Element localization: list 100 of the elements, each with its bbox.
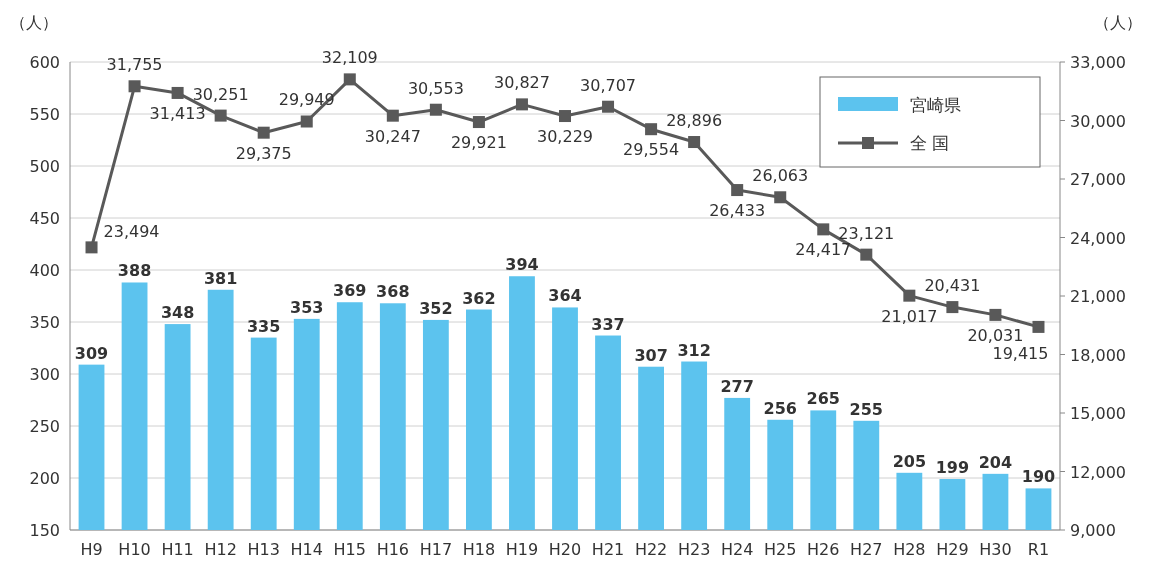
data-label: 30,247 [364,126,421,146]
data-label: 348 [160,303,195,323]
data-label: 277 [720,376,754,396]
data-label: 190 [1021,467,1056,487]
data-label: 29,554 [623,140,680,160]
point [946,301,959,314]
data-label: 362 [462,288,496,308]
data-label: 312 [677,340,711,360]
x-tick-label: R1 [1027,540,1050,559]
data-label: 31,413 [149,103,206,123]
point [257,126,270,139]
data-label: 32,109 [321,48,378,68]
data-label: 388 [117,261,152,281]
data-label: 23,494 [103,222,160,242]
y-axis-title: （人） [10,13,58,32]
point [386,109,399,122]
data-label: 337 [591,314,625,334]
point [429,103,442,116]
y-tick-label: 300 [29,365,60,384]
y2-tick-label: 15,000 [1070,404,1126,423]
data-label: 26,063 [752,166,809,186]
y-tick-label: 350 [29,313,60,332]
y2-tick-label: 9,000 [1070,521,1116,540]
x-tick-label: H12 [204,540,237,559]
data-label: 204 [978,452,1013,472]
data-label: 21,017 [881,306,938,326]
y-tick-label: 500 [29,157,60,176]
data-label: 29,375 [235,143,292,163]
data-label: 352 [419,298,453,318]
x-tick-label: H22 [634,540,668,559]
point [1032,320,1045,333]
data-label: 364 [548,286,582,306]
y2-tick-label: 18,000 [1070,345,1126,365]
point [559,110,571,123]
point [343,73,356,86]
legend-label: 全 国 [910,133,950,153]
data-label: 24,417 [795,240,852,260]
x-tick-label: H16 [376,540,410,559]
x-tick-label: H14 [290,540,323,559]
x-tick-label: H26 [807,540,840,559]
data-label: 30,553 [407,78,464,98]
point [300,115,313,128]
data-label: 31,755 [106,55,163,75]
point [774,191,787,204]
data-label: 335 [246,316,281,336]
point [515,98,528,111]
y2-tick-label: 24,000 [1070,228,1126,248]
y2-tick-label: 30,000 [1070,111,1126,131]
y-tick-label: 200 [29,469,60,488]
y-tick-label: 400 [29,261,60,280]
point [472,116,485,129]
x-tick-label: H28 [893,540,926,559]
x-tick-label: H24 [720,540,754,559]
y2-tick-label: 12,000 [1070,462,1126,482]
data-label: 26,433 [709,201,766,221]
point [817,223,830,236]
data-label: 205 [892,451,927,471]
data-label: 265 [806,389,840,409]
y-tick-label: 450 [29,209,60,228]
data-label: 30,707 [580,75,637,95]
x-tick-label: H11 [161,540,194,559]
data-label: 307 [634,345,668,365]
x-tick-label: H20 [548,540,582,559]
y-tick-label: 250 [29,417,60,436]
x-tick-label: H17 [419,540,453,559]
x-tick-label: H25 [764,540,797,559]
data-label: 30,251 [192,84,249,104]
point [860,248,873,261]
x-tick-label: H10 [118,540,151,559]
x-tick-label: H18 [462,540,496,559]
data-label: 20,031 [967,325,1024,345]
point [989,308,1002,321]
data-label: 369 [333,281,367,301]
data-label: 381 [203,268,238,288]
point [688,136,701,149]
point [171,86,184,99]
y-tick-label: 150 [29,521,60,540]
point [214,109,227,122]
point [602,100,615,113]
point [903,289,916,302]
point [731,184,744,197]
y2-tick-label: 27,000 [1070,170,1126,189]
data-label: 30,827 [493,73,550,93]
x-tick-label: H9 [80,540,103,559]
data-label: 309 [74,343,109,363]
y2-tick-label: 21,000 [1070,287,1126,306]
x-tick-label: H27 [850,540,883,559]
data-label: 394 [505,255,539,275]
x-tick-label: H15 [333,540,366,559]
data-label: 30,229 [537,127,593,147]
point [85,241,98,254]
data-label: 20,431 [924,276,981,296]
data-label: 199 [935,458,970,478]
x-tick-label: H23 [677,540,711,559]
x-tick-label: H13 [247,540,280,559]
y2-axis-title: （人） [1094,13,1142,32]
x-tick-label: H21 [591,540,625,559]
x-tick-label: H19 [505,540,539,559]
data-label: 29,921 [450,133,507,153]
point [128,80,141,93]
